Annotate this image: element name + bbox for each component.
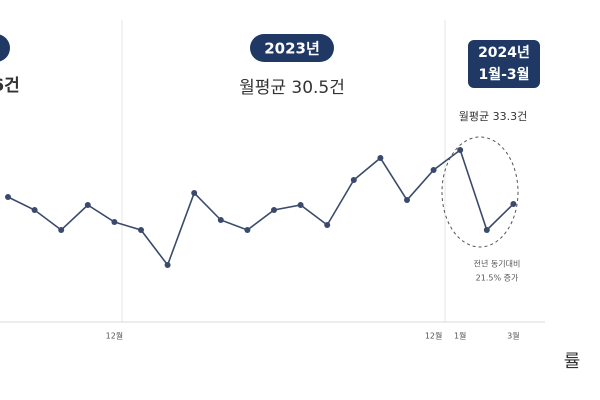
point [457,147,464,153]
period-pill [0,34,10,62]
point [404,197,410,203]
point [164,262,171,268]
point [31,207,38,213]
point [84,202,91,208]
period-label: 1월-3월 [478,66,529,83]
point [191,190,198,196]
x-tick-label: 1월 [454,331,466,341]
highlight-ellipse [441,136,519,248]
point [244,227,251,233]
point [217,217,224,223]
point [350,177,357,183]
point [5,194,11,200]
point [430,167,437,173]
point [324,222,331,228]
x-tick-label: 3월 [507,331,519,341]
left-fragment: 6건 [0,76,20,96]
period-label: 2023년 [264,40,320,58]
annotation: 21.5% 증가 [476,274,519,283]
point [510,201,517,207]
x-tick-label: 12월 [425,331,443,341]
point [483,227,490,233]
point [297,202,304,208]
point [111,219,118,225]
x-tick-label: 12월 [106,331,124,341]
point [271,207,277,213]
point [377,155,384,161]
period-label: 2024년 [478,45,530,61]
period-average: 월평균 30.5건 [239,78,345,98]
point [138,227,144,233]
right-fragment: 률 [564,351,581,372]
annotation: 전년 동기대비 [474,259,521,269]
period-pill [250,34,334,62]
period-box [468,40,540,88]
point [58,227,65,233]
line [7,148,514,267]
period-average: 월평균 33.3건 [459,110,527,123]
